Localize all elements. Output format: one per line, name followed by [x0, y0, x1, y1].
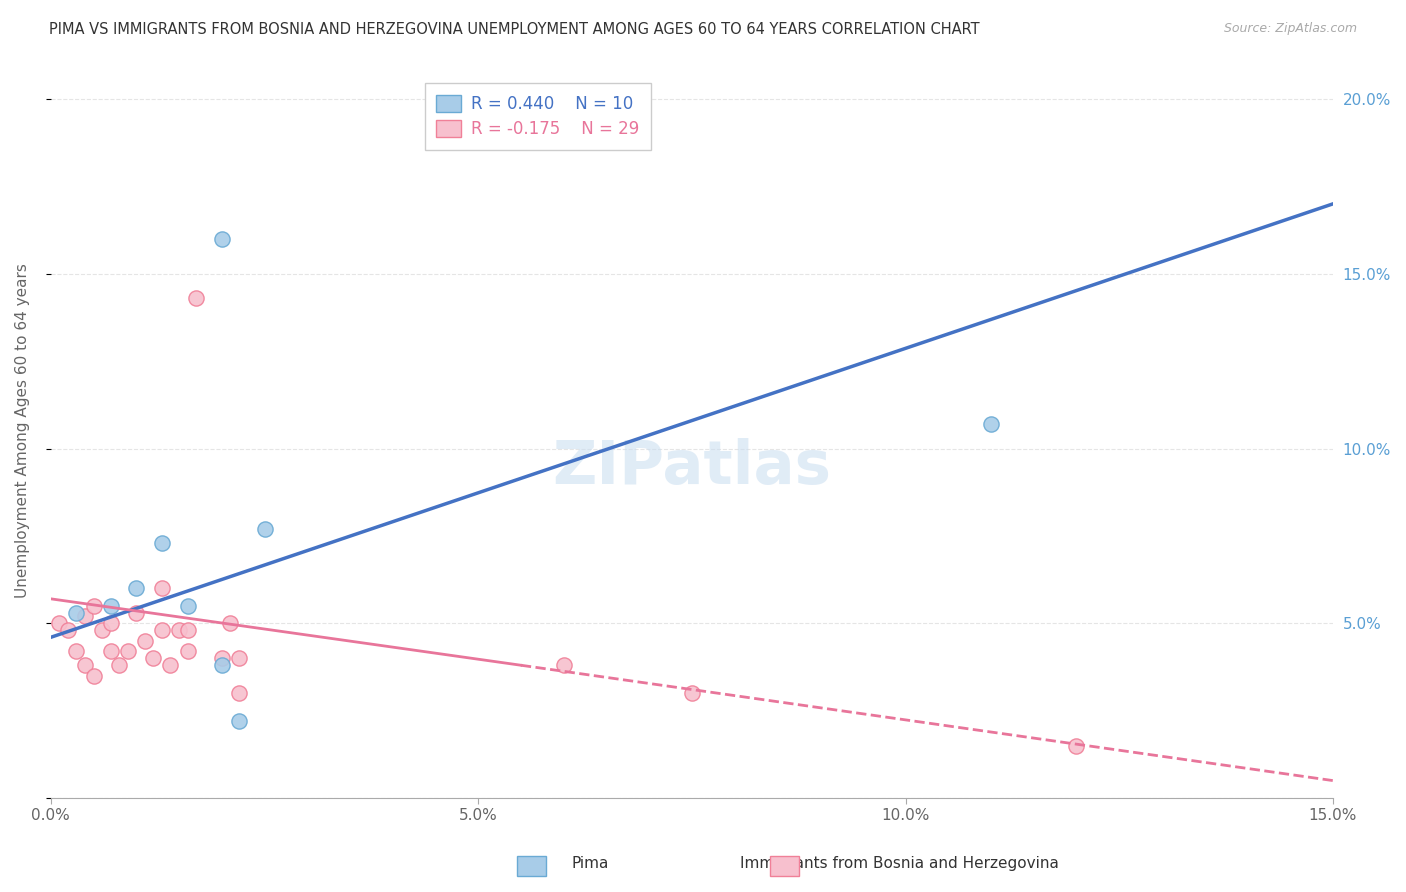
- Point: [211, 651, 233, 665]
- Text: ZIPatlas: ZIPatlas: [553, 438, 831, 497]
- Legend: R = 0.440    N = 10, R = -0.175    N = 29: R = 0.440 N = 10, R = -0.175 N = 29: [425, 84, 651, 150]
- Point: [681, 686, 703, 700]
- Point: [125, 606, 148, 620]
- Point: [117, 644, 139, 658]
- Point: [108, 658, 131, 673]
- Text: Immigrants from Bosnia and Herzegovina: Immigrants from Bosnia and Herzegovina: [741, 856, 1059, 871]
- Point: [100, 599, 122, 613]
- Point: [83, 669, 105, 683]
- Point: [150, 536, 173, 550]
- Point: [176, 624, 198, 638]
- Point: [65, 606, 87, 620]
- Text: Pima: Pima: [572, 856, 609, 871]
- Point: [100, 616, 122, 631]
- Point: [184, 291, 207, 305]
- Point: [142, 651, 165, 665]
- Point: [176, 644, 198, 658]
- Point: [228, 714, 250, 728]
- Point: [48, 616, 70, 631]
- Point: [228, 651, 250, 665]
- Point: [1066, 739, 1088, 753]
- Point: [219, 616, 242, 631]
- Point: [83, 599, 105, 613]
- Point: [211, 232, 233, 246]
- Point: [65, 644, 87, 658]
- Point: [980, 417, 1002, 431]
- Point: [167, 624, 190, 638]
- Text: Source: ZipAtlas.com: Source: ZipAtlas.com: [1223, 22, 1357, 36]
- Point: [150, 624, 173, 638]
- Point: [125, 582, 148, 596]
- Y-axis label: Unemployment Among Ages 60 to 64 years: Unemployment Among Ages 60 to 64 years: [15, 264, 30, 599]
- Point: [553, 658, 575, 673]
- Point: [176, 599, 198, 613]
- Point: [211, 658, 233, 673]
- Point: [100, 644, 122, 658]
- Point: [134, 633, 156, 648]
- Point: [159, 658, 181, 673]
- Text: PIMA VS IMMIGRANTS FROM BOSNIA AND HERZEGOVINA UNEMPLOYMENT AMONG AGES 60 TO 64 : PIMA VS IMMIGRANTS FROM BOSNIA AND HERZE…: [49, 22, 980, 37]
- Point: [56, 624, 79, 638]
- Point: [73, 658, 96, 673]
- Point: [91, 624, 114, 638]
- Point: [253, 522, 276, 536]
- Point: [150, 582, 173, 596]
- Point: [228, 686, 250, 700]
- Point: [73, 609, 96, 624]
